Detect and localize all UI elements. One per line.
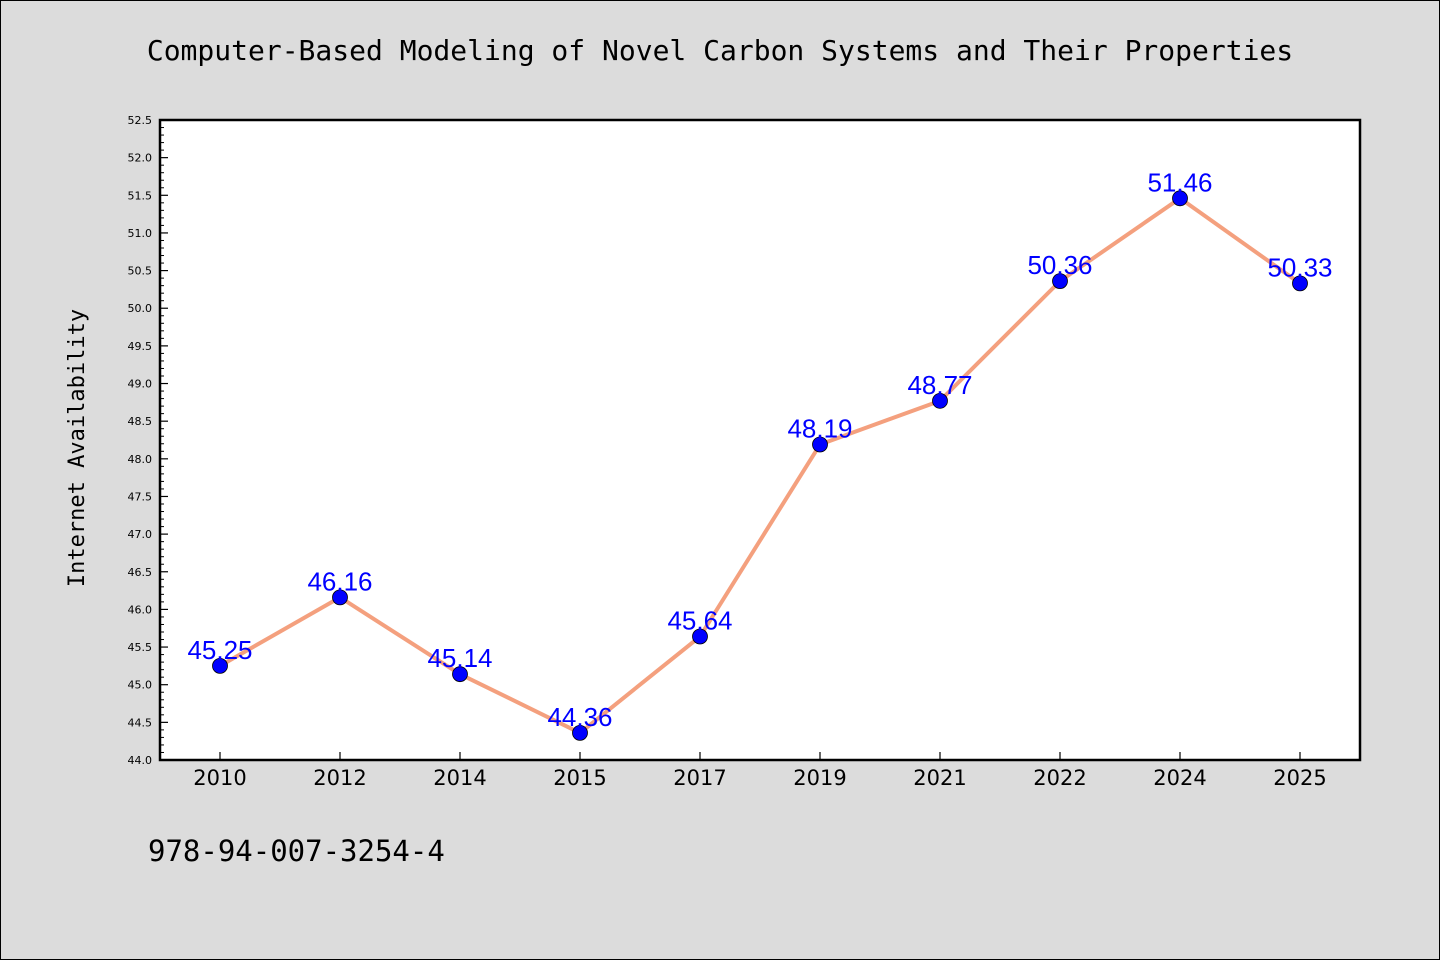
data-point — [1052, 273, 1068, 290]
y-tick-label: 44.0 — [128, 754, 153, 767]
data-point — [212, 657, 228, 674]
plot-area — [158, 118, 1362, 762]
x-tick-label: 2021 — [913, 766, 966, 790]
x-tick-label: 2014 — [433, 766, 486, 790]
y-tick-label: 45.5 — [128, 641, 153, 654]
data-label: 44.36 — [547, 702, 612, 732]
data-label: 48.19 — [787, 414, 852, 444]
y-tick-label: 47.5 — [128, 490, 153, 503]
y-tick-label: 50.5 — [128, 265, 153, 278]
y-tick-label: 46.0 — [128, 603, 153, 616]
y-tick-label: 48.0 — [128, 453, 153, 466]
x-tick-label: 2024 — [1153, 766, 1206, 790]
data-label: 48.77 — [907, 370, 972, 400]
y-axis: 44.0 44.5 45.0 45.5 46.0 46.5 47.0 47.5 48.0 48.5… — [128, 114, 168, 767]
chart-title: Computer-Based Modeling of Novel Carbon … — [146, 34, 1294, 67]
data-point — [1172, 190, 1188, 207]
y-tick-label: 51.0 — [128, 227, 153, 240]
data-label: 50.36 — [1027, 250, 1092, 280]
y-tick-label: 45.0 — [128, 679, 153, 692]
data-point — [1292, 275, 1308, 292]
y-tick-label: 49.0 — [128, 378, 153, 391]
y-tick-label: 51.5 — [128, 189, 153, 202]
y-tick-label: 48.5 — [128, 415, 153, 428]
data-point — [452, 666, 468, 683]
x-tick-label: 2012 — [313, 766, 366, 790]
series-polyline — [219, 196, 1302, 735]
x-tick-label: 2017 — [673, 766, 726, 790]
data-point — [572, 724, 588, 741]
y-axis-label: Internet Availability — [65, 309, 90, 587]
y-tick-label: 46.5 — [128, 566, 153, 579]
x-tick-label: 2025 — [1273, 766, 1326, 790]
data-label: 45.14 — [427, 643, 492, 673]
x-axis: 2010 2012 2014 2015 2017 2019 2021 2022 2024 2025 — [193, 752, 1327, 790]
data-label: 45.64 — [667, 606, 732, 636]
data-label: 46.16 — [307, 566, 372, 596]
y-tick-label: 52.5 — [128, 114, 153, 127]
x-tick-label: 2019 — [793, 766, 846, 790]
data-label: 51.46 — [1147, 167, 1212, 197]
series-markers — [212, 190, 1308, 741]
data-point — [932, 392, 948, 409]
y-tick-label: 52.0 — [128, 152, 153, 165]
series-line — [219, 196, 1302, 735]
y-tick-label: 50.0 — [128, 302, 153, 315]
y-tick-label: 49.5 — [128, 340, 153, 353]
data-point — [812, 436, 828, 453]
y-tick-label: 44.5 — [128, 716, 153, 729]
x-tick-label: 2015 — [553, 766, 606, 790]
x-tick-label: 2010 — [193, 766, 246, 790]
data-point — [332, 589, 348, 606]
data-label: 50.33 — [1267, 252, 1332, 282]
footer-code: 978-94-007-3254-4 — [148, 834, 445, 868]
data-labels: 45.25 46.16 45.14 44.36 45.64 48.19 48.77 50.36… — [187, 167, 1332, 732]
data-label: 45.25 — [187, 635, 252, 665]
data-point — [692, 628, 708, 645]
x-tick-label: 2022 — [1033, 766, 1086, 790]
y-tick-label: 47.0 — [128, 528, 153, 541]
